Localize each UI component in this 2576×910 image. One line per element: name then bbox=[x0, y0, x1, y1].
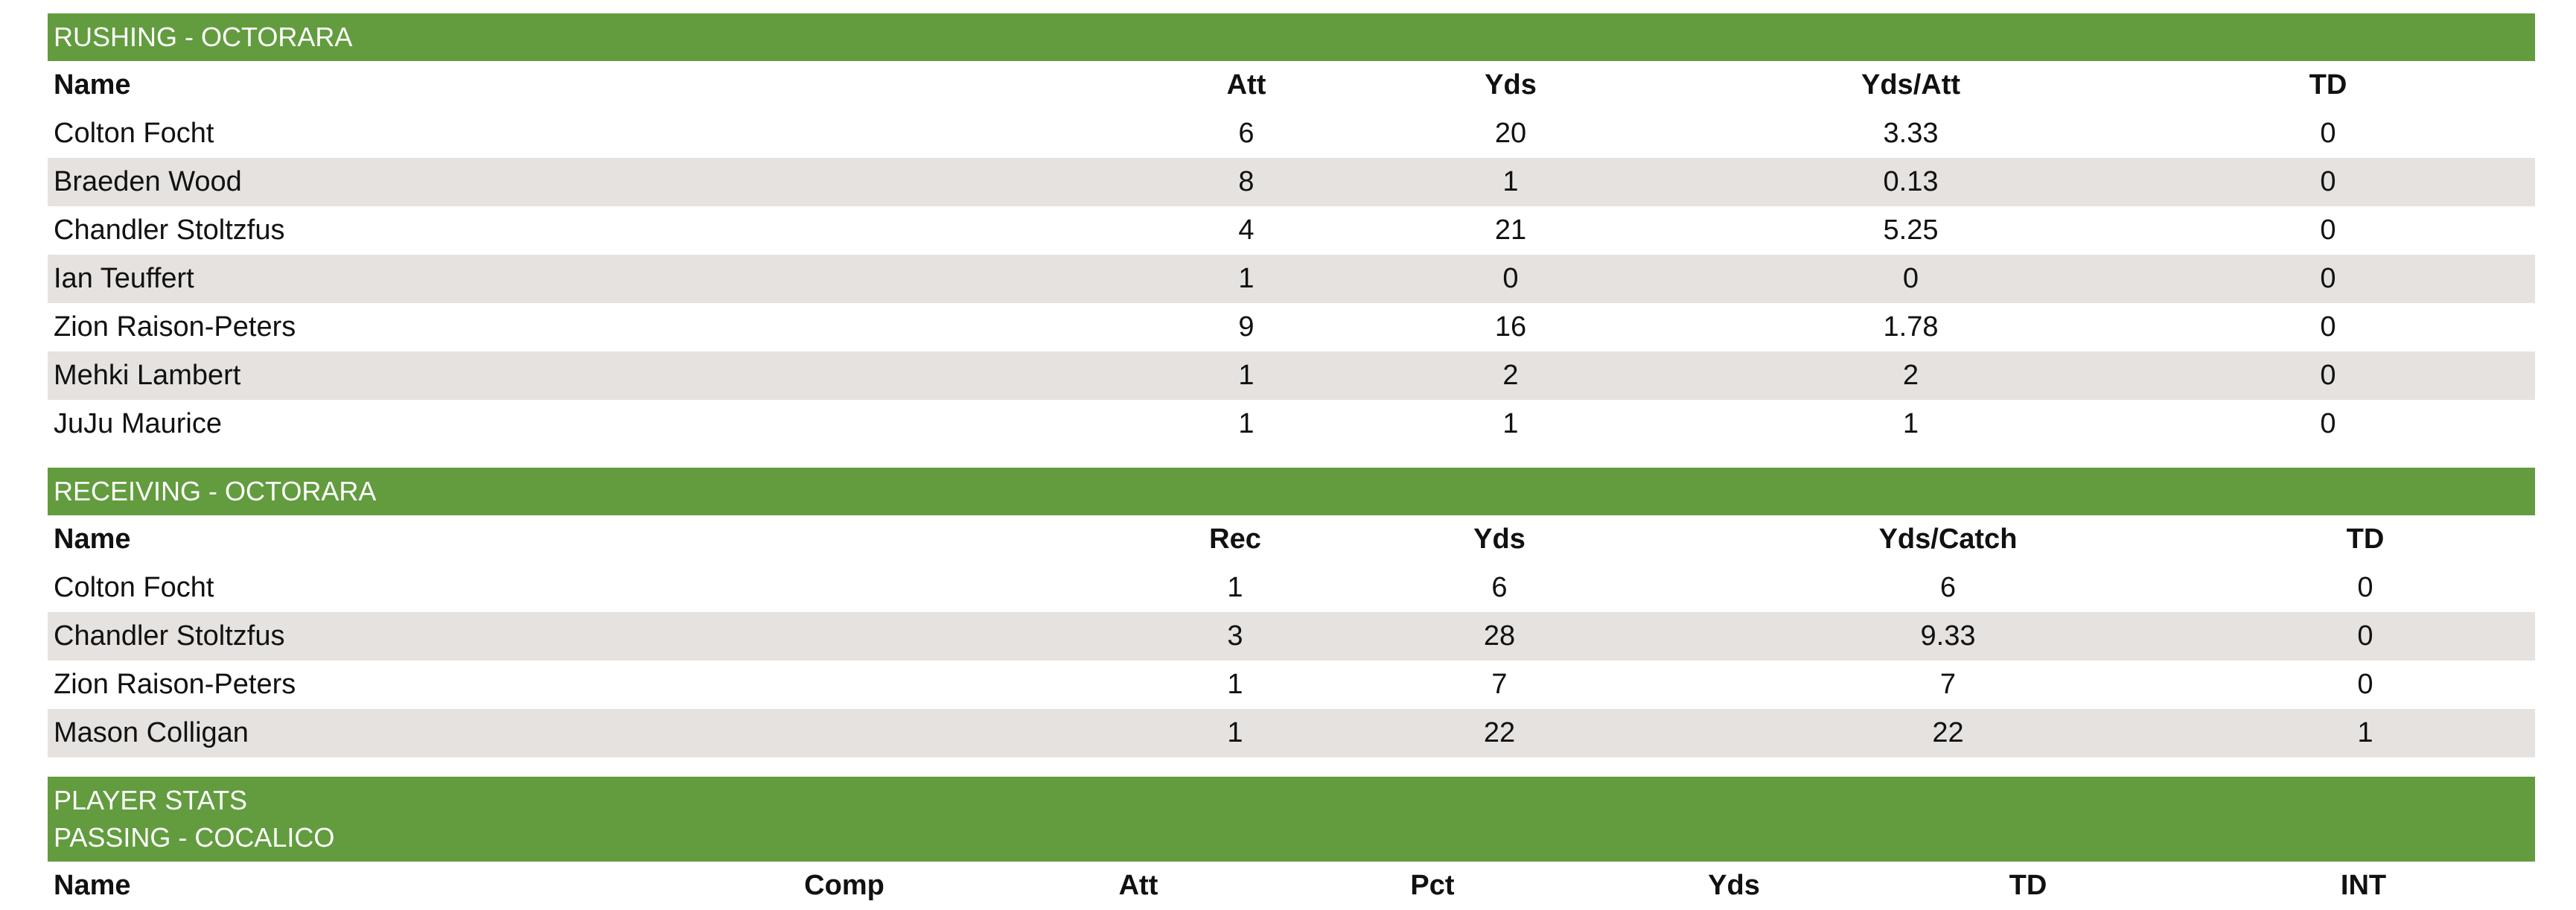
column-header: Yds/Att bbox=[1861, 69, 1960, 101]
stat-cell: 1 bbox=[1227, 572, 1243, 603]
column-header: Yds bbox=[1473, 524, 1525, 555]
stat-cell: 2 bbox=[1902, 360, 1919, 391]
player-name: Colton Focht bbox=[54, 572, 214, 603]
receiving-title: RECEIVING - OCTORARA bbox=[54, 476, 377, 506]
stat-cell: 0 bbox=[2357, 620, 2373, 652]
rushing-title-bar: RUSHING - OCTORARA bbox=[48, 13, 2535, 61]
stat-cell: 8 bbox=[1238, 166, 1254, 197]
table-row: Zion Raison-Peters 1 7 7 0 bbox=[48, 661, 2535, 709]
player-stats-title: PLAYER STATS bbox=[54, 785, 248, 815]
stat-cell: 0.13 bbox=[1883, 166, 1939, 197]
table-row: Mason Colligan 1 22 22 1 bbox=[48, 709, 2535, 757]
stat-cell: 1 bbox=[2357, 717, 2373, 748]
player-name: Zion Raison-Peters bbox=[54, 311, 296, 343]
player-name: JuJu Maurice bbox=[54, 408, 222, 439]
stat-cell: 0 bbox=[2320, 166, 2336, 197]
stat-cell: 0 bbox=[2320, 263, 2336, 294]
table-header-row: Name Comp Att Pct Yds TD INT bbox=[48, 862, 2535, 910]
player-name: Mason Colligan bbox=[54, 717, 249, 748]
column-header: Att bbox=[1118, 870, 1158, 901]
rushing-title: RUSHING - OCTORARA bbox=[54, 22, 353, 52]
stat-cell: 22 bbox=[1483, 717, 1516, 748]
column-header: Pct bbox=[1410, 870, 1455, 901]
rushing-table: Name Att Yds Yds/Att TD Colton Focht 6 2… bbox=[48, 61, 2535, 448]
stat-cell: 4 bbox=[1238, 214, 1254, 246]
stat-cell: 1 bbox=[1238, 360, 1254, 391]
stat-cell: 1 bbox=[1227, 669, 1243, 700]
column-header: Yds bbox=[1485, 69, 1537, 101]
table-row: Colton Focht 6 20 3.33 0 bbox=[48, 109, 2535, 158]
player-name: Colton Focht bbox=[54, 118, 214, 149]
player-name: Zion Raison-Peters bbox=[54, 669, 296, 700]
table-header-row: Name Rec Yds Yds/Catch TD bbox=[48, 515, 2535, 564]
stat-cell: 0 bbox=[2320, 214, 2336, 246]
stat-cell: 1 bbox=[1902, 408, 1919, 439]
column-header: Rec bbox=[1209, 524, 1261, 555]
stat-cell: 1.78 bbox=[1883, 311, 1939, 343]
table-row: JuJu Maurice 1 1 1 0 bbox=[48, 400, 2535, 448]
player-name: Chandler Stoltzfus bbox=[54, 620, 285, 652]
stat-cell: 7 bbox=[1491, 669, 1508, 700]
table-row: Mehki Lambert 1 2 2 0 bbox=[48, 351, 2535, 400]
table-row: Chandler Stoltzfus 4 21 5.25 0 bbox=[48, 206, 2535, 255]
column-header: Name bbox=[54, 69, 131, 101]
receiving-section: RECEIVING - OCTORARA Name Rec Yds Yds/Ca… bbox=[48, 468, 2535, 757]
stat-cell: 7 bbox=[1939, 669, 1957, 700]
column-header: Att bbox=[1226, 69, 1266, 101]
stat-cell: 6 bbox=[1491, 572, 1508, 603]
stat-cell: 6 bbox=[1939, 572, 1957, 603]
stat-cell: 6 bbox=[1238, 118, 1254, 149]
stat-cell: 9.33 bbox=[1920, 620, 1976, 652]
table-header-row: Name Att Yds Yds/Att TD bbox=[48, 61, 2535, 109]
stat-cell: 0 bbox=[1502, 263, 1519, 294]
stat-cell: 0 bbox=[2357, 669, 2373, 700]
table-row: Ian Teuffert 1 0 0 0 bbox=[48, 255, 2535, 303]
column-header: TD bbox=[2309, 69, 2347, 101]
stat-cell: 3.33 bbox=[1883, 118, 1939, 149]
column-header: INT bbox=[2340, 870, 2387, 901]
passing-table: Name Comp Att Pct Yds TD INT bbox=[48, 862, 2535, 910]
receiving-title-bar: RECEIVING - OCTORARA bbox=[48, 468, 2535, 515]
passing-title-bar: PLAYER STATS PASSING - COCALICO bbox=[48, 777, 2535, 862]
column-header: TD bbox=[2346, 524, 2385, 555]
table-row: Braeden Wood 8 1 0.13 0 bbox=[48, 158, 2535, 206]
passing-title: PASSING - COCALICO bbox=[54, 822, 335, 853]
stat-cell: 0 bbox=[1902, 263, 1919, 294]
column-header: Name bbox=[54, 870, 131, 901]
stat-cell: 0 bbox=[2320, 408, 2336, 439]
stat-cell: 20 bbox=[1494, 118, 1527, 149]
stat-cell: 28 bbox=[1483, 620, 1516, 652]
receiving-table: Name Rec Yds Yds/Catch TD Colton Focht 1… bbox=[48, 515, 2535, 757]
column-header: Yds bbox=[1708, 870, 1760, 901]
stat-cell: 3 bbox=[1227, 620, 1243, 652]
table-row: Chandler Stoltzfus 3 28 9.33 0 bbox=[48, 612, 2535, 661]
stat-cell: 0 bbox=[2320, 118, 2336, 149]
stat-cell: 1 bbox=[1227, 717, 1243, 748]
column-header: Yds/Catch bbox=[1878, 524, 2018, 555]
stat-cell: 1 bbox=[1502, 408, 1519, 439]
stat-cell: 1 bbox=[1238, 263, 1254, 294]
player-name: Mehki Lambert bbox=[54, 360, 241, 391]
column-header: TD bbox=[2009, 870, 2047, 901]
stat-cell: 1 bbox=[1502, 166, 1519, 197]
table-row: Zion Raison-Peters 9 16 1.78 0 bbox=[48, 303, 2535, 351]
stat-cell: 2 bbox=[1502, 360, 1519, 391]
player-name: Ian Teuffert bbox=[54, 263, 194, 294]
stat-cell: 5.25 bbox=[1883, 214, 1939, 246]
player-name: Chandler Stoltzfus bbox=[54, 214, 285, 246]
stat-cell: 0 bbox=[2320, 311, 2336, 343]
stat-cell: 16 bbox=[1494, 311, 1527, 343]
rushing-section: RUSHING - OCTORARA Name Att Yds Yds/Att … bbox=[48, 13, 2535, 448]
stat-cell: 0 bbox=[2357, 572, 2373, 603]
stat-cell: 21 bbox=[1494, 214, 1527, 246]
stat-cell: 1 bbox=[1238, 408, 1254, 439]
stat-cell: 0 bbox=[2320, 360, 2336, 391]
player-name: Braeden Wood bbox=[54, 166, 242, 197]
table-row: Colton Focht 1 6 6 0 bbox=[48, 564, 2535, 612]
stat-cell: 22 bbox=[1932, 717, 1964, 748]
stat-cell: 9 bbox=[1238, 311, 1254, 343]
column-header: Name bbox=[54, 524, 131, 555]
column-header: Comp bbox=[804, 870, 884, 901]
passing-section: PLAYER STATS PASSING - COCALICO Name Com… bbox=[48, 777, 2535, 910]
